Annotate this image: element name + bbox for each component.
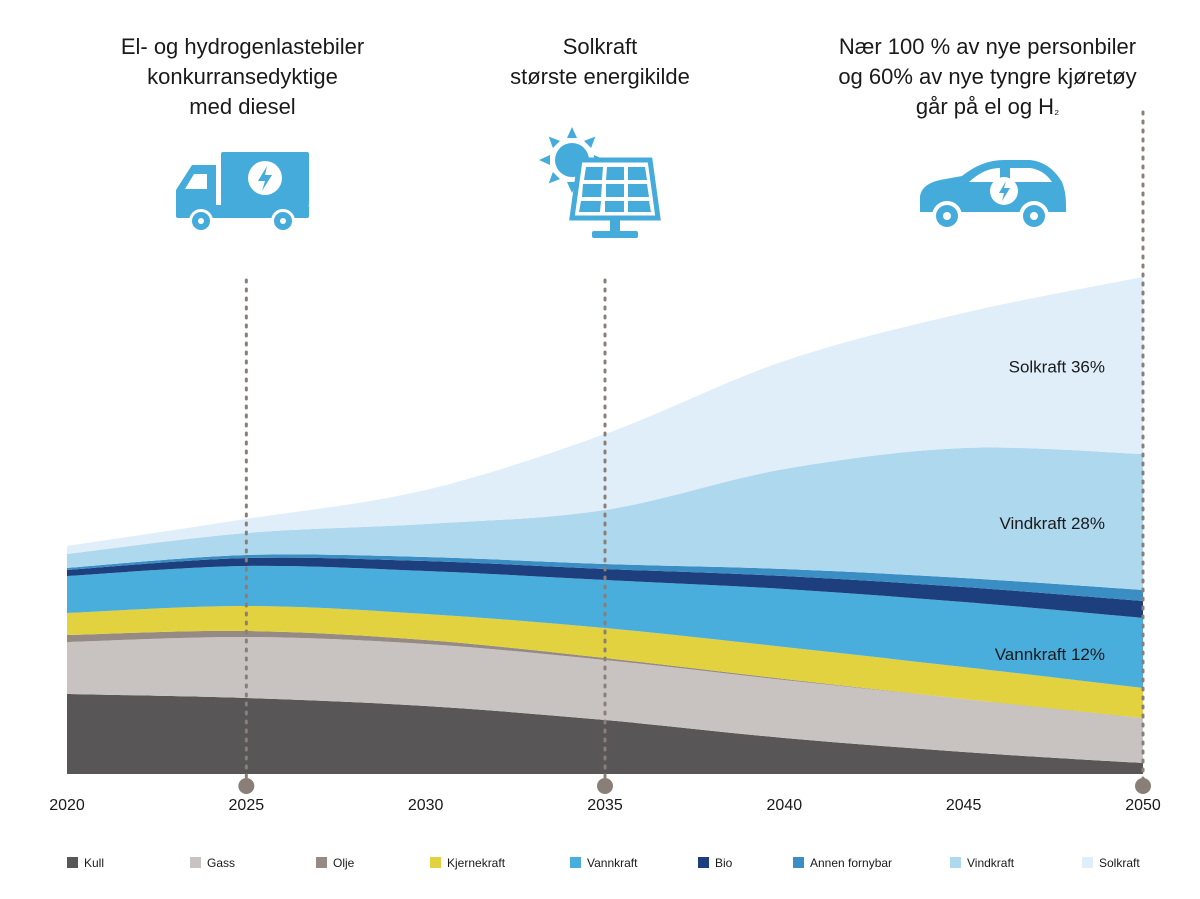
area-vannkraft <box>67 565 1143 688</box>
x-tick-label: 2025 <box>229 797 265 814</box>
legend-item-vannkraft: Vannkraft <box>570 856 638 870</box>
legend-swatch <box>793 857 804 868</box>
milestone-2050-text: Nær 100 % av nye personbiler og 60% av n… <box>810 32 1165 125</box>
x-axis: 2020 2025 2030 2035 2040 2045 2050 <box>49 797 1161 814</box>
legend-swatch <box>570 857 581 868</box>
legend-label: Bio <box>715 856 733 870</box>
milestone-2035-text: Solkraft største energikilde <box>460 32 740 92</box>
legend-swatch <box>430 857 441 868</box>
milestone-2025-line-1: El- og hydrogenlastebiler <box>120 34 365 59</box>
stacked-areas <box>67 277 1143 774</box>
milestone-marker-2050 <box>1135 778 1151 794</box>
x-tick-label: 2050 <box>1125 797 1161 814</box>
milestone-guides <box>238 110 1151 794</box>
legend-item-annen-fornybar: Annen fornybar <box>793 856 892 870</box>
truck-electric-icon <box>176 152 309 233</box>
milestone-marker-2035 <box>597 778 613 794</box>
legend-swatch <box>950 857 961 868</box>
legend: Kull Gass Olje Kjernekraft Vannkraft Bio Annen… <box>67 856 1140 870</box>
area-kjernekraft <box>67 605 1143 718</box>
annotation-vindkraft: Vindkraft 28% <box>999 514 1105 533</box>
legend-label: Vindkraft <box>967 856 1015 870</box>
legend-label: Olje <box>333 856 355 870</box>
x-tick-label: 2020 <box>49 797 85 814</box>
annotation-vannkraft: Vannkraft 12% <box>995 645 1105 664</box>
area-solkraft <box>67 277 1143 554</box>
milestone-2050-line-1: Nær 100 % av nye personbiler <box>838 34 1137 59</box>
legend-label: Gass <box>207 856 235 870</box>
legend-label: Solkraft <box>1099 856 1140 870</box>
x-tick-label: 2045 <box>946 797 982 814</box>
legend-swatch <box>1082 857 1093 868</box>
milestone-2050-subscript: ₂ <box>1054 102 1060 117</box>
legend-swatch <box>190 857 201 868</box>
x-tick-label: 2030 <box>408 797 444 814</box>
solar-panel-icon <box>539 127 661 238</box>
area-kull <box>67 694 1143 774</box>
milestone-2035-line-2: største energikilde <box>510 64 690 89</box>
legend-item-solkraft: Solkraft <box>1082 856 1140 870</box>
milestone-2050-line-3: går på el og H₂ <box>810 92 1165 125</box>
milestone-2025-line-3: med diesel <box>189 94 296 119</box>
area-vindkraft <box>67 447 1143 590</box>
legend-label: Annen fornybar <box>810 856 892 870</box>
car-electric-icon <box>920 160 1066 231</box>
legend-swatch <box>316 857 327 868</box>
area-gass <box>67 636 1143 763</box>
legend-item-kjernekraft: Kjernekraft <box>430 856 506 870</box>
legend-label: Kjernekraft <box>447 856 506 870</box>
annotation-solkraft: Solkraft 36% <box>1009 358 1105 377</box>
milestone-2050-line-3-text: går på el og H <box>915 94 1055 119</box>
milestone-2025-line-2: konkurransedyktige <box>147 64 338 89</box>
legend-swatch <box>698 857 709 868</box>
legend-item-olje: Olje <box>316 856 355 870</box>
legend-label: Kull <box>84 856 104 870</box>
milestone-2050-line-2: og 60% av nye tyngre kjøretøy <box>838 64 1137 89</box>
legend-item-bio: Bio <box>698 856 733 870</box>
area-annotations: Solkraft 36% Vindkraft 28% Vannkraft 12% <box>995 358 1105 665</box>
milestone-2035-line-1: Solkraft <box>562 34 638 59</box>
legend-item-gass: Gass <box>190 856 235 870</box>
milestone-2025-text: El- og hydrogenlastebiler konkurransedyk… <box>80 32 405 122</box>
milestone-marker-2025 <box>238 778 255 794</box>
area-annen-fornybar <box>67 554 1143 601</box>
legend-item-vindkraft: Vindkraft <box>950 856 1015 870</box>
legend-label: Vannkraft <box>587 856 638 870</box>
legend-item-kull: Kull <box>67 856 104 870</box>
legend-swatch <box>67 857 78 868</box>
x-tick-label: 2035 <box>587 797 623 814</box>
x-tick-label: 2040 <box>767 797 803 814</box>
